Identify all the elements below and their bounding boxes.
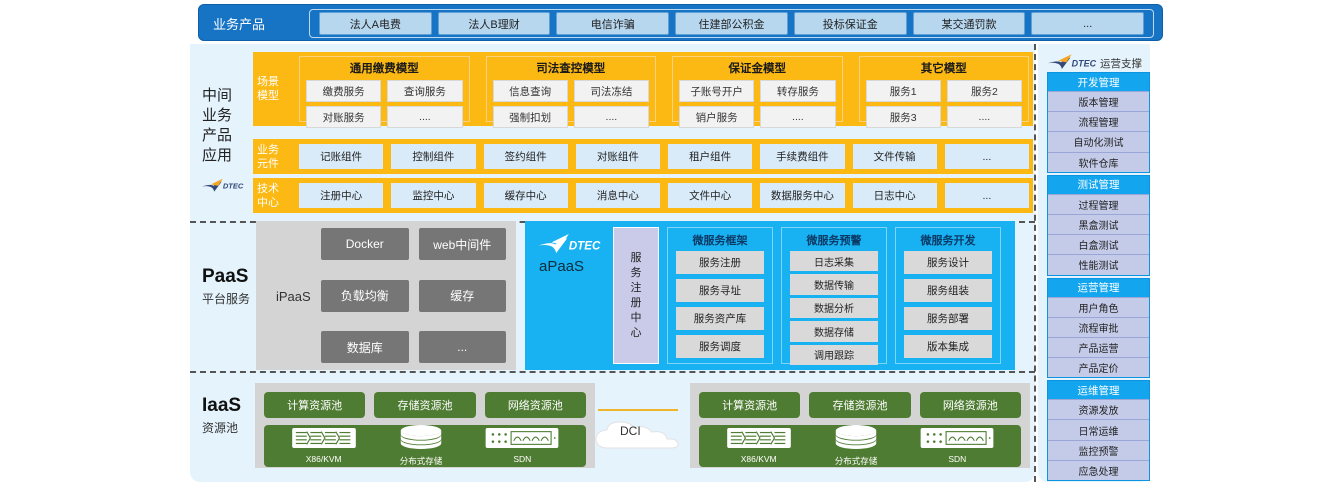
svg-text:DTEC: DTEC	[569, 240, 601, 252]
svg-text:DTEC: DTEC	[223, 182, 244, 191]
svg-text:DTEC: DTEC	[1072, 58, 1097, 68]
